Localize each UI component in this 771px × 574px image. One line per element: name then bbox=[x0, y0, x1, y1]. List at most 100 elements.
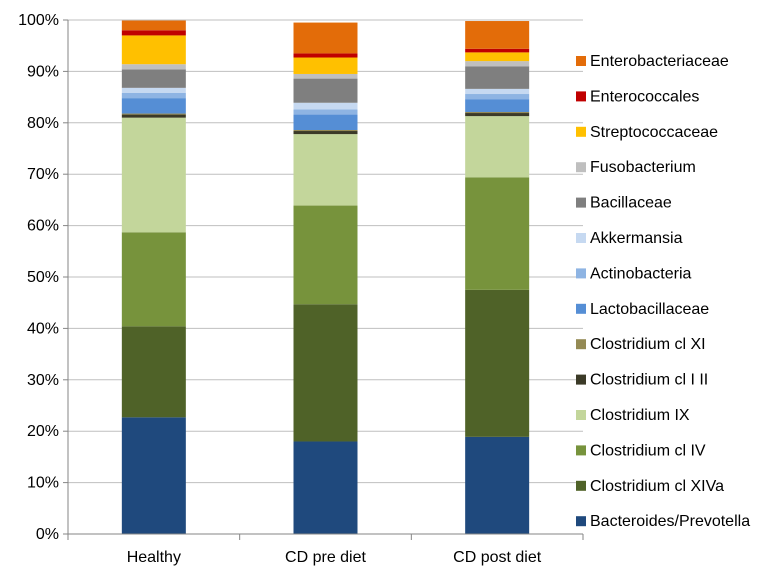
x-tick-label: Healthy bbox=[127, 549, 181, 566]
legend-swatch bbox=[576, 56, 586, 66]
legend-item: Akkermansia bbox=[576, 230, 683, 247]
bar-segment bbox=[293, 129, 358, 132]
legend: Enterobacteriaceae Enterococcales Streptoc… bbox=[576, 53, 750, 530]
bars bbox=[121, 20, 530, 534]
legend-swatch bbox=[576, 374, 586, 385]
bar-segment bbox=[465, 94, 530, 100]
y-tick-label: 70% bbox=[27, 166, 59, 183]
bar-segment bbox=[293, 78, 358, 103]
legend-swatch bbox=[576, 339, 586, 350]
bar-segment bbox=[121, 30, 186, 36]
legend-swatch bbox=[576, 303, 586, 314]
y-tick-label: 90% bbox=[27, 63, 59, 80]
bar-segment bbox=[121, 35, 186, 65]
legend-swatch bbox=[576, 480, 586, 491]
legend-swatch bbox=[576, 516, 586, 527]
legend-swatch bbox=[576, 410, 586, 420]
bar-segment bbox=[465, 61, 530, 67]
legend-label: Enterobacteriaceae bbox=[590, 53, 729, 70]
legend-label: Bacteroides/Prevotella bbox=[590, 513, 750, 530]
legend-label: Clostridium cl I II bbox=[590, 372, 708, 389]
legend-swatch bbox=[576, 233, 586, 243]
bar-segment bbox=[121, 64, 186, 70]
legend-label: Clostridium IX bbox=[590, 407, 690, 424]
legend-label: Clostridium cl XI bbox=[590, 336, 706, 353]
legend-swatch bbox=[576, 268, 586, 279]
bar-segment bbox=[293, 57, 358, 74]
bar-segment bbox=[465, 66, 530, 89]
legend-item: Clostridium cl IV bbox=[576, 442, 706, 459]
y-tick-label: 80% bbox=[27, 115, 59, 132]
bar-segment bbox=[465, 88, 530, 95]
legend-label: Clostridium cl XIVa bbox=[590, 478, 724, 495]
legend-label: Enterococcales bbox=[590, 88, 699, 105]
bar-segment bbox=[465, 289, 530, 437]
y-tick-label: 100% bbox=[18, 12, 59, 29]
bar-segment bbox=[121, 326, 186, 418]
y-tick-label: 60% bbox=[27, 218, 59, 235]
y-tick-label: 40% bbox=[27, 320, 59, 337]
bar-segment bbox=[465, 99, 530, 113]
bar-segment bbox=[293, 441, 358, 534]
bar-segment bbox=[293, 22, 358, 54]
bar-segment bbox=[121, 98, 186, 114]
bar-segment bbox=[293, 109, 358, 115]
bar-segment bbox=[293, 114, 358, 130]
legend-swatch bbox=[576, 197, 586, 208]
bar-segment bbox=[293, 304, 358, 442]
bar-segment bbox=[465, 436, 530, 534]
bar-segment bbox=[121, 232, 186, 327]
legend-item: Fusobacterium bbox=[576, 159, 696, 176]
bar-segment bbox=[465, 113, 530, 117]
legend-label: Lactobacillaceae bbox=[590, 301, 709, 318]
y-tick-label: 20% bbox=[27, 423, 59, 440]
x-tick-label: CD post diet bbox=[453, 549, 542, 566]
bar-segment bbox=[465, 177, 530, 290]
bar-segment bbox=[121, 20, 186, 31]
x-tick-label: CD pre diet bbox=[285, 549, 366, 566]
legend-item: Bacillaceae bbox=[576, 195, 672, 212]
legend-item: Enterobacteriaceae bbox=[576, 53, 729, 70]
legend-item: Clostridium cl I II bbox=[576, 372, 708, 389]
bar-segment bbox=[121, 113, 186, 115]
legend-label: Streptococcaceae bbox=[590, 124, 718, 141]
bar-segment bbox=[293, 102, 358, 110]
legend-swatch bbox=[576, 445, 586, 456]
legend-label: Clostridium cl IV bbox=[590, 442, 706, 459]
legend-item: Lactobacillaceae bbox=[576, 301, 709, 318]
bar-segment bbox=[465, 52, 530, 62]
legend-label: Akkermansia bbox=[590, 230, 683, 247]
axes: 0% 10% 20% 30% 40% 50% 60% 70% 80% 90% 100% Healthy… bbox=[18, 12, 584, 566]
bar-segment bbox=[293, 134, 358, 206]
y-tick-label: 0% bbox=[36, 526, 59, 543]
bar-segment bbox=[121, 69, 186, 88]
legend-item: Clostridium cl XI bbox=[576, 336, 706, 353]
y-tick-label: 30% bbox=[27, 372, 59, 389]
bar-segment bbox=[121, 114, 186, 118]
y-tick-label: 50% bbox=[27, 269, 59, 286]
legend-label: Actinobacteria bbox=[590, 265, 691, 282]
bar-segment bbox=[465, 21, 530, 49]
bar-segment bbox=[121, 92, 186, 99]
bar-segment bbox=[293, 53, 358, 58]
bar-segment bbox=[293, 73, 358, 79]
legend-swatch bbox=[576, 126, 586, 137]
bar-segment bbox=[465, 112, 530, 114]
legend-item: Clostridium cl XIVa bbox=[576, 478, 724, 495]
legend-item: Clostridium IX bbox=[576, 407, 690, 424]
legend-label: Bacillaceae bbox=[590, 195, 672, 212]
y-tick-label: 10% bbox=[27, 475, 59, 492]
legend-item: Enterococcales bbox=[576, 88, 699, 105]
legend-item: Streptococcaceae bbox=[576, 124, 718, 141]
bar-segment bbox=[121, 417, 186, 534]
legend-item: Actinobacteria bbox=[576, 265, 691, 282]
bar-segment bbox=[121, 117, 186, 233]
legend-item: Bacteroides/Prevotella bbox=[576, 513, 750, 530]
bar-segment bbox=[121, 87, 186, 93]
legend-label: Fusobacterium bbox=[590, 159, 696, 176]
legend-swatch bbox=[576, 162, 586, 173]
bar-segment bbox=[293, 131, 358, 135]
bar-segment bbox=[293, 205, 358, 305]
